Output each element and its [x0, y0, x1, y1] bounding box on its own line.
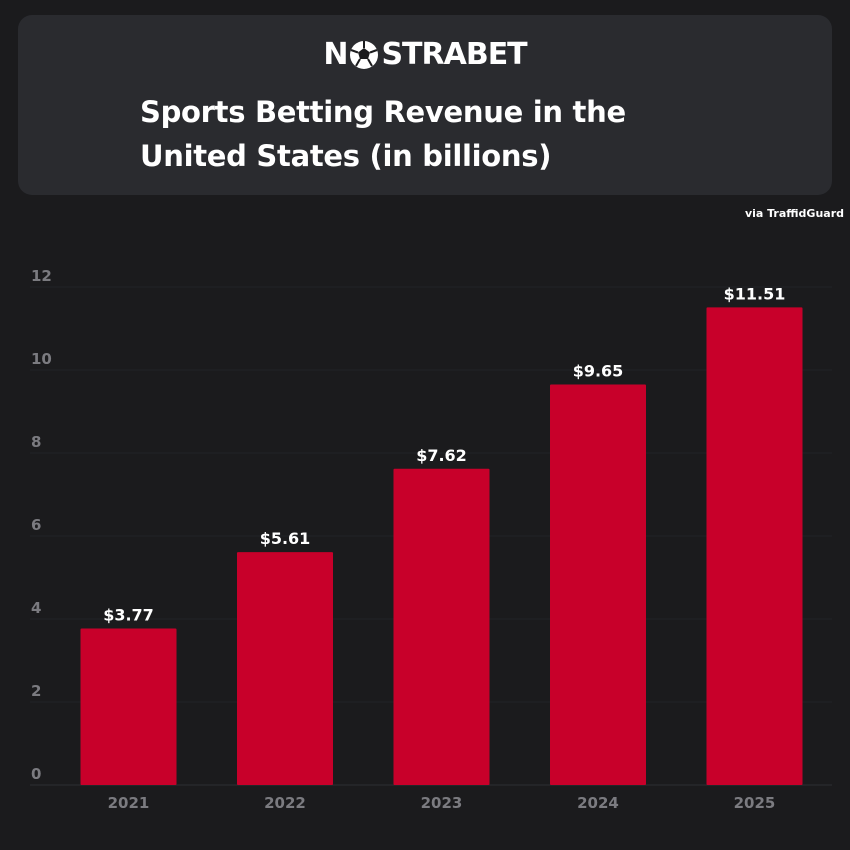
data-label: $5.61: [260, 529, 311, 548]
y-tick-label: 10: [31, 350, 52, 368]
x-tick-label: 2021: [108, 794, 150, 812]
data-label: $11.51: [724, 284, 786, 303]
bar: [237, 552, 333, 785]
y-tick-label: 12: [31, 267, 52, 285]
x-tick-label: 2025: [734, 794, 776, 812]
y-tick-label: 2: [31, 682, 41, 700]
x-tick-label: 2022: [264, 794, 306, 812]
bar: [393, 468, 490, 785]
y-tick-label: 6: [31, 516, 41, 534]
logo-text-end: STRABET: [381, 37, 527, 72]
brand-logo: N STRABET: [18, 37, 832, 72]
x-tick-label: 2024: [577, 794, 619, 812]
data-label: $3.77: [103, 606, 154, 625]
header-card: N STRABET Sports Betting Revenue in the …: [18, 15, 832, 195]
data-label: $7.62: [416, 446, 467, 465]
soccer-ball-icon: [350, 40, 379, 69]
y-tick-label: 8: [31, 433, 41, 451]
bar: [80, 628, 177, 785]
chart-title: Sports Betting Revenue in the United Sta…: [140, 95, 626, 173]
source-credit: via TraffidGuard: [744, 207, 844, 220]
data-label: $9.65: [573, 362, 624, 381]
bar: [550, 384, 646, 785]
logo-text-start: N: [323, 37, 348, 72]
bar: [706, 307, 803, 785]
x-tick-label: 2023: [421, 794, 463, 812]
y-tick-label: 0: [31, 765, 41, 783]
y-tick-label: 4: [31, 599, 41, 617]
